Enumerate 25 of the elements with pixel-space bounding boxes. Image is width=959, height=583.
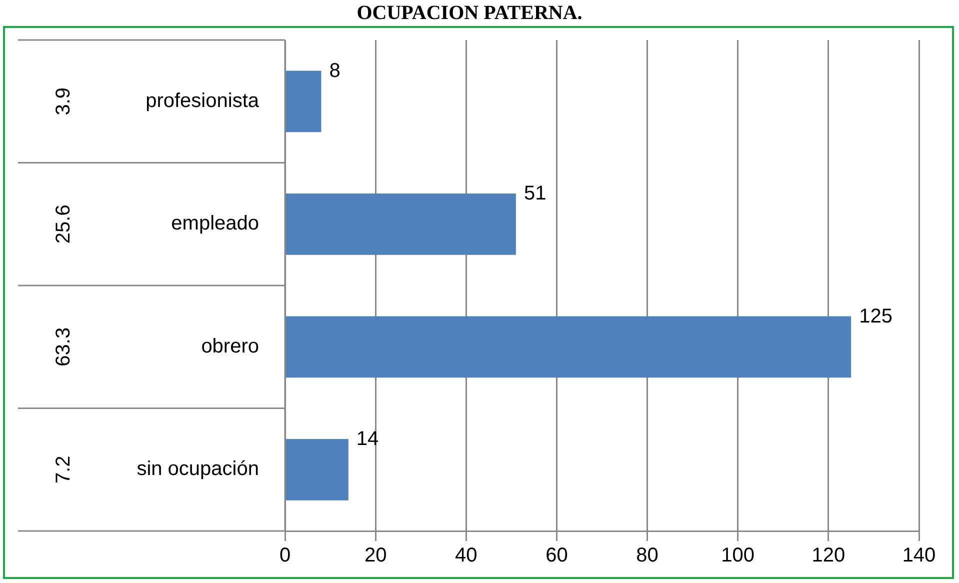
bar xyxy=(286,316,852,378)
y-tick-label: obrero xyxy=(201,335,259,358)
y-tick-label: profesionista xyxy=(146,90,260,112)
bar xyxy=(286,70,322,132)
chart-title: OCUPACION PATERNA. xyxy=(356,2,582,24)
data-label: 125 xyxy=(859,305,892,328)
data-label: 14 xyxy=(356,428,379,450)
text: 3.9 xyxy=(52,87,75,116)
x-tick-label: 140 xyxy=(902,544,936,567)
x-tick-label: 100 xyxy=(721,544,755,567)
text: 25.6 xyxy=(52,204,75,244)
x-tick-label: 20 xyxy=(364,544,387,567)
x-tick-label: 0 xyxy=(279,544,291,567)
data-label: 8 xyxy=(329,60,340,82)
bar xyxy=(286,438,348,500)
y-tick-label: sin ocupación xyxy=(136,458,259,480)
x-tick-label: 80 xyxy=(636,544,658,567)
bar xyxy=(286,193,516,255)
data-label: 51 xyxy=(524,182,546,205)
x-tick-label: 60 xyxy=(546,544,568,567)
text: 7.2 xyxy=(52,456,75,484)
x-tick-label: 40 xyxy=(455,544,478,567)
x-tick-label: 120 xyxy=(812,544,846,567)
text: 63.3 xyxy=(52,327,75,366)
y-tick-label: empleado xyxy=(171,212,259,235)
